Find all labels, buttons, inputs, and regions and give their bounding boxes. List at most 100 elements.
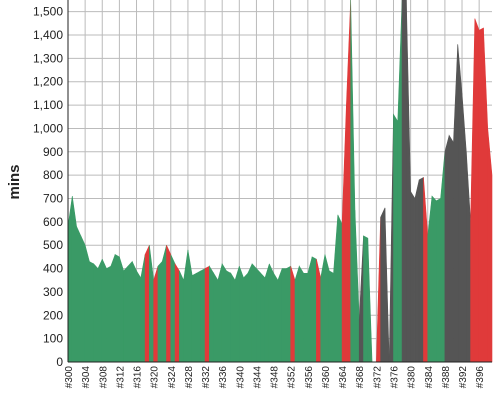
area-segment: [320, 254, 326, 363]
area-segment: [217, 263, 223, 363]
area-segment: [328, 270, 334, 363]
y-tick-label: 900: [43, 145, 63, 159]
area-segment: [363, 235, 369, 363]
area-segment: [153, 266, 159, 363]
area-segment: [354, 210, 360, 363]
x-tick-label: #340: [235, 366, 246, 389]
area-segment: [149, 245, 154, 363]
area-segment: [264, 263, 270, 363]
area-segment: [256, 267, 262, 363]
area-segment: [474, 18, 480, 363]
area-segment: [213, 272, 219, 363]
y-tick-label: 600: [43, 215, 63, 229]
area-segment: [157, 260, 163, 363]
x-tick-label: #348: [270, 366, 281, 389]
y-axis-label: mins: [6, 164, 23, 199]
area-segment: [161, 245, 167, 363]
y-tick-label: 1,100: [33, 98, 63, 112]
area-segment: [200, 268, 206, 363]
y-tick-label: 400: [43, 262, 63, 276]
area-segment: [281, 268, 287, 363]
y-tick-label: 700: [43, 192, 63, 206]
area-segment: [114, 254, 120, 363]
area-segment: [418, 176, 424, 363]
area-segment: [358, 235, 364, 363]
area-segment: [316, 259, 321, 363]
area-segment: [101, 259, 107, 363]
area-segment: [144, 245, 150, 363]
area-segment: [191, 272, 197, 363]
y-tick-label: 500: [43, 238, 63, 252]
area-segment: [487, 128, 493, 363]
x-tick-label: #384: [424, 366, 435, 389]
x-tick-label: #376: [389, 366, 400, 389]
y-axis: 0 100 200 300 400 500 600 700 800 900 1,000 1,100 1,…: [33, 0, 69, 369]
x-tick-label: #356: [304, 366, 315, 389]
area-segment: [290, 266, 296, 363]
x-tick-label: #396: [475, 366, 486, 389]
area-segment: [298, 265, 304, 363]
area-segment: [268, 263, 274, 363]
x-tick-label: #372: [372, 366, 383, 389]
area-segment: [196, 270, 202, 363]
area-segment: [440, 151, 446, 363]
area-segment: [380, 207, 386, 363]
area-segment: [179, 270, 184, 363]
y-tick-label: 1,300: [33, 51, 63, 65]
area-segment: [436, 198, 441, 363]
y-tick-label: 100: [43, 332, 63, 346]
area-segment: [470, 18, 476, 363]
x-axis: #300 #304 #308 #312 #316 #320 #324 #328 #332 #336…: [64, 361, 492, 389]
area-segment: [401, 0, 407, 363]
area-segment: [397, 0, 403, 363]
area-segment: [76, 226, 82, 363]
area-segment: [239, 266, 244, 363]
area-segment: [209, 265, 214, 363]
area-segment: [346, 0, 351, 363]
area-segment: [333, 214, 339, 363]
area-segment: [453, 44, 459, 363]
area-segment: [127, 260, 133, 363]
area-segment: [84, 245, 90, 363]
area-segment: [243, 272, 249, 363]
area-segment: [187, 249, 193, 363]
x-tick-label: #368: [355, 366, 366, 389]
x-tick-label: #324: [167, 366, 178, 389]
y-tick-label: 1,200: [33, 75, 63, 89]
area-segment: [483, 28, 489, 363]
x-tick-label: #388: [441, 366, 452, 389]
area-segment: [478, 27, 484, 363]
y-tick-label: 200: [43, 308, 63, 322]
area-segment: [423, 177, 429, 363]
y-tick-label: 300: [43, 285, 63, 299]
x-tick-label: #352: [287, 366, 298, 389]
area-segment: [251, 263, 257, 363]
x-tick-label: #308: [98, 366, 109, 389]
area-segment: [93, 263, 99, 363]
area-segment: [457, 44, 463, 363]
area-segment: [414, 179, 420, 363]
x-tick-label: #344: [252, 366, 263, 389]
area-segment: [277, 268, 283, 363]
area-segment: [286, 265, 292, 363]
area-segment: [136, 269, 142, 363]
area-segment: [67, 196, 73, 363]
area-segment: [97, 259, 103, 363]
area-segment: [307, 256, 313, 363]
area-segment: [466, 151, 471, 363]
area-segment: [234, 266, 240, 363]
area-segment: [247, 263, 253, 363]
x-tick-label: #328: [184, 366, 195, 389]
y-tick-label: 1,500: [33, 5, 63, 19]
y-tick-label: 0: [56, 355, 63, 369]
area-segment: [80, 235, 86, 363]
area-segment: [131, 261, 137, 363]
area-segment: [303, 272, 309, 363]
x-tick-label: #332: [201, 366, 212, 389]
area-segment: [183, 249, 189, 363]
area-segment: [337, 214, 343, 363]
area-segment: [123, 265, 129, 363]
area-segment: [384, 207, 390, 363]
x-tick-label: #300: [64, 366, 75, 389]
